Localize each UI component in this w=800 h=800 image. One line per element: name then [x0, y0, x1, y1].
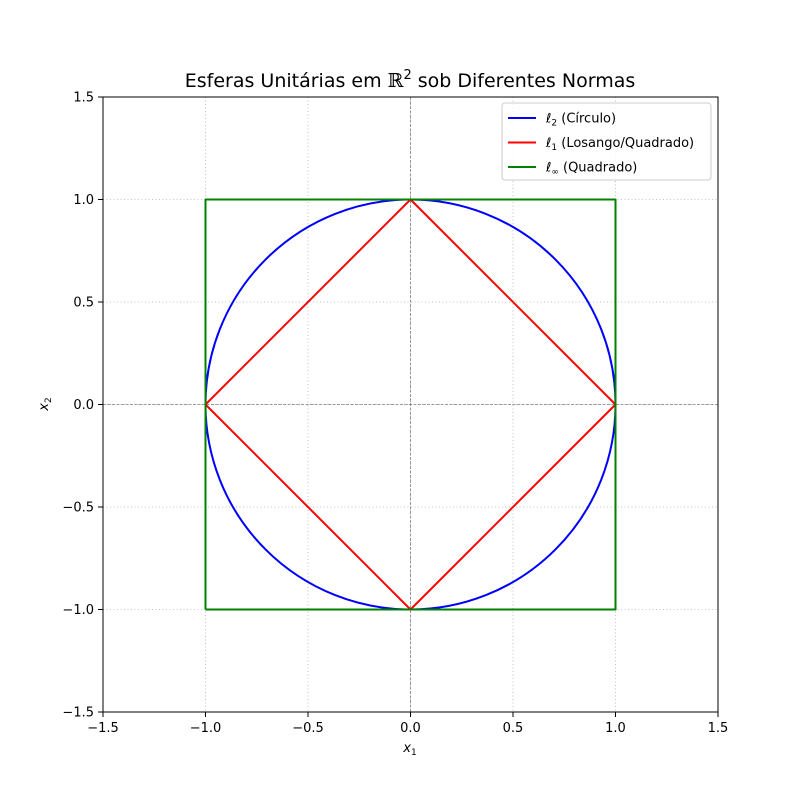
legend-label: ℓ∞ (Quadrado) — [545, 161, 637, 178]
x-axis-ticks: −1.5 −1.0 −0.5 0.0 0.5 1.0 1.5 — [87, 712, 728, 736]
y-tick-label: −1.0 — [62, 603, 94, 618]
x-tick-label: 0.5 — [503, 721, 524, 736]
y-tick-label: 0.0 — [73, 398, 94, 413]
legend-box — [501, 102, 712, 181]
title-superscript: 2 — [403, 68, 411, 83]
legend-label: ℓ2 (Círculo) — [545, 112, 616, 129]
x-tick-label: 1.5 — [708, 721, 729, 736]
y-axis-label: x2 — [37, 397, 54, 411]
zero-axis-lines — [103, 97, 718, 712]
chart-title: Esferas Unitárias em ℝ2 sob Diferentes N… — [185, 68, 636, 92]
x-tick-label: −1.5 — [87, 721, 119, 736]
y-tick-label: 0.5 — [73, 296, 94, 311]
y-axis-ticks: −1.5 −1.0 −0.5 0.0 0.5 1.0 1.5 — [62, 91, 103, 721]
y-tick-label: −1.5 — [62, 706, 94, 721]
series-group — [204, 198, 617, 611]
title-symbol: ℝ — [388, 70, 404, 92]
y-tick-label: 1.0 — [73, 193, 94, 208]
legend: ℓ2 (Círculo) ℓ1 (Losango/Quadrado) ℓ∞ (Qua… — [501, 102, 712, 181]
x-tick-label: 1.0 — [605, 721, 626, 736]
x-tick-label: 0.0 — [400, 721, 421, 736]
x-axis-label: x1 — [402, 741, 416, 758]
x-tick-label: −0.5 — [292, 721, 324, 736]
y-tick-label: −0.5 — [62, 501, 94, 516]
x-tick-label: −1.0 — [190, 721, 222, 736]
y-tick-label: 1.5 — [73, 91, 94, 106]
line-series-3 — [204, 198, 617, 611]
legend-label: ℓ1 (Losango/Quadrado) — [545, 136, 694, 153]
